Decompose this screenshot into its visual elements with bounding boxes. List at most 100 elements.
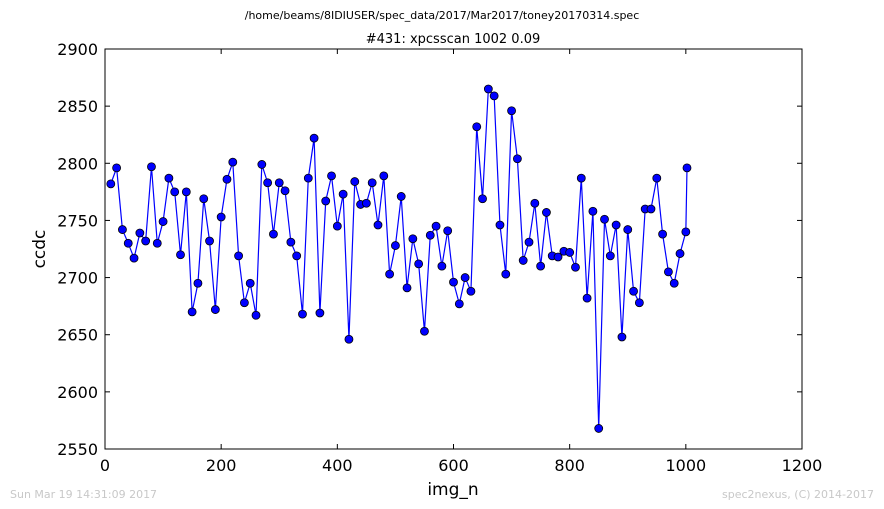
data-point bbox=[472, 122, 482, 132]
series-points bbox=[106, 84, 692, 433]
data-point bbox=[634, 298, 644, 308]
data-point bbox=[669, 278, 679, 288]
y-tick-label: 2600 bbox=[57, 383, 98, 402]
data-point bbox=[402, 283, 412, 293]
data-point bbox=[588, 206, 598, 216]
data-point bbox=[518, 256, 528, 265]
footer-timestamp: Sun Mar 19 14:31:09 2017 bbox=[10, 488, 157, 501]
data-point bbox=[280, 186, 290, 196]
x-tick-label: 800 bbox=[554, 456, 585, 475]
y-tick-label: 2900 bbox=[57, 40, 98, 59]
y-tick-label: 2750 bbox=[57, 211, 98, 230]
data-point bbox=[164, 173, 174, 183]
data-point bbox=[629, 286, 638, 296]
data-point bbox=[274, 178, 284, 188]
data-point bbox=[129, 253, 139, 263]
data-point bbox=[350, 177, 360, 186]
data-point bbox=[408, 234, 418, 244]
data-point bbox=[571, 262, 580, 272]
data-point bbox=[332, 221, 342, 231]
data-point bbox=[176, 250, 185, 260]
data-point bbox=[141, 236, 151, 246]
data-point bbox=[309, 133, 319, 143]
data-point bbox=[460, 273, 470, 282]
data-point bbox=[425, 230, 435, 240]
data-point bbox=[234, 251, 243, 261]
data-point bbox=[576, 173, 586, 183]
data-point bbox=[605, 251, 615, 261]
data-point bbox=[553, 252, 563, 262]
data-point bbox=[682, 163, 692, 173]
series-ccdc bbox=[106, 84, 692, 433]
data-point bbox=[199, 194, 209, 204]
data-point bbox=[536, 261, 546, 271]
data-point bbox=[379, 171, 389, 181]
x-tick-label: 0 bbox=[100, 456, 110, 475]
data-point bbox=[269, 229, 278, 239]
data-point bbox=[239, 298, 249, 308]
data-point bbox=[512, 154, 522, 164]
data-point bbox=[646, 204, 656, 214]
data-point bbox=[315, 308, 325, 318]
x-tick-label: 400 bbox=[322, 456, 353, 475]
data-point bbox=[205, 236, 214, 246]
data-point bbox=[414, 259, 424, 269]
data-point bbox=[652, 173, 662, 183]
y-axis-label: ccdc bbox=[30, 230, 50, 269]
y-tick-label: 2850 bbox=[57, 97, 98, 116]
data-point bbox=[152, 238, 162, 248]
x-tick-label: 1200 bbox=[782, 456, 823, 475]
data-point bbox=[594, 424, 604, 433]
data-point bbox=[600, 214, 609, 224]
suptitle: /home/beams/8IDIUSER/spec_data/2017/Mar2… bbox=[245, 9, 640, 22]
y-tick-label: 2700 bbox=[57, 269, 98, 288]
data-point bbox=[385, 269, 395, 279]
x-tick-label: 1000 bbox=[665, 456, 706, 475]
data-point bbox=[582, 293, 592, 303]
x-axis: 0 200 400 600 800 1000 1200 bbox=[100, 49, 822, 475]
data-point bbox=[495, 220, 505, 230]
data-point bbox=[483, 84, 493, 94]
x-axis-label: img_n bbox=[427, 480, 478, 500]
data-point bbox=[257, 160, 267, 169]
y-tick-label: 2800 bbox=[57, 154, 98, 173]
data-point bbox=[681, 227, 691, 237]
data-point bbox=[228, 157, 238, 167]
data-point bbox=[216, 212, 226, 222]
data-point bbox=[437, 261, 447, 271]
data-point bbox=[391, 241, 400, 250]
data-point bbox=[263, 178, 273, 188]
data-point bbox=[367, 178, 377, 188]
data-point bbox=[623, 225, 633, 234]
data-point bbox=[118, 225, 127, 234]
data-point bbox=[396, 192, 406, 201]
data-point bbox=[507, 106, 516, 116]
data-point bbox=[542, 208, 551, 217]
data-point bbox=[222, 174, 232, 184]
footer-credit: spec2nexus, (C) 2014-2017 bbox=[722, 488, 874, 501]
data-point bbox=[443, 226, 453, 236]
data-point bbox=[501, 269, 511, 279]
data-point bbox=[675, 249, 685, 258]
data-point bbox=[420, 326, 429, 336]
data-point bbox=[170, 187, 180, 197]
data-point bbox=[466, 286, 476, 296]
data-point bbox=[530, 198, 540, 208]
x-tick-label: 600 bbox=[438, 456, 469, 475]
data-point bbox=[478, 194, 487, 204]
plot-area bbox=[104, 48, 803, 450]
data-point bbox=[338, 189, 348, 199]
y-tick-label: 2650 bbox=[57, 326, 98, 345]
data-point bbox=[158, 217, 168, 226]
data-point bbox=[664, 267, 673, 277]
data-point bbox=[361, 198, 371, 208]
data-point bbox=[298, 309, 307, 319]
data-point bbox=[431, 221, 441, 231]
data-point bbox=[344, 334, 354, 344]
data-point bbox=[658, 229, 667, 239]
data-point bbox=[303, 173, 313, 183]
data-point bbox=[123, 238, 133, 248]
data-point bbox=[193, 278, 203, 288]
data-point bbox=[611, 220, 621, 230]
